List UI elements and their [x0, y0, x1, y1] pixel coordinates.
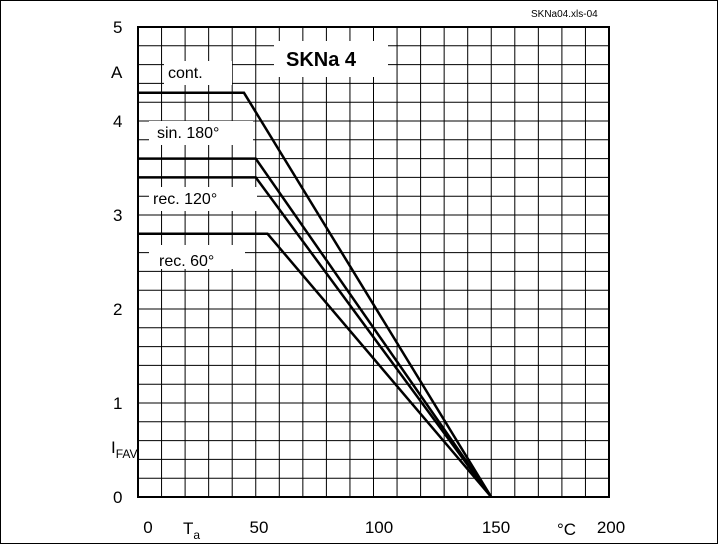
x-tick-label: 100 [365, 518, 393, 537]
y-tick-label: 1 [113, 394, 122, 413]
title-box [274, 41, 388, 77]
series-label-box [149, 187, 257, 211]
source-label: SKNa04.xls-04 [531, 9, 598, 20]
x-axis-unit: °C [557, 520, 576, 539]
series-label: rec. 60° [159, 253, 214, 270]
plot-border [137, 26, 610, 498]
y-tick-labels: 0 1 2 3 4 5 [113, 18, 122, 507]
y-axis-label-sub: FAV [116, 447, 138, 461]
series-label-box [149, 245, 245, 269]
x-tick-label: 200 [597, 518, 625, 537]
series-line [138, 176, 493, 498]
chart-title: SKNa 4 [286, 49, 357, 71]
series-line [138, 232, 493, 498]
x-tick-labels: 0 50 100 150 200 [143, 518, 625, 537]
series-line [138, 91, 493, 498]
x-tick-label: 50 [250, 518, 269, 537]
x-axis-label: Ta [183, 519, 200, 542]
y-tick-label: 2 [113, 300, 122, 319]
series-label-box [149, 121, 253, 145]
series-label: rec. 120° [153, 191, 217, 208]
series-label-box [164, 61, 232, 85]
grid [138, 27, 609, 497]
y-axis-unit: A [111, 63, 123, 82]
y-axis-label: IFAV [111, 438, 138, 461]
x-axis-label-sub: a [193, 528, 200, 542]
series-labels: cont. sin. 180° rec. 120° rec. 60° [149, 61, 257, 270]
x-tick-label: 0 [143, 518, 152, 537]
y-tick-label: 4 [113, 112, 122, 131]
series-label: sin. 180° [157, 125, 219, 142]
y-axis-label-main: I [111, 438, 116, 457]
series-line [138, 157, 493, 498]
x-tick-label: 150 [482, 518, 510, 537]
y-tick-label: 3 [113, 206, 122, 225]
y-tick-label: 5 [113, 18, 122, 37]
x-axis-label-main: T [183, 519, 193, 538]
series-label: cont. [168, 65, 203, 82]
y-tick-label: 0 [113, 488, 122, 507]
series-lines [138, 91, 493, 498]
